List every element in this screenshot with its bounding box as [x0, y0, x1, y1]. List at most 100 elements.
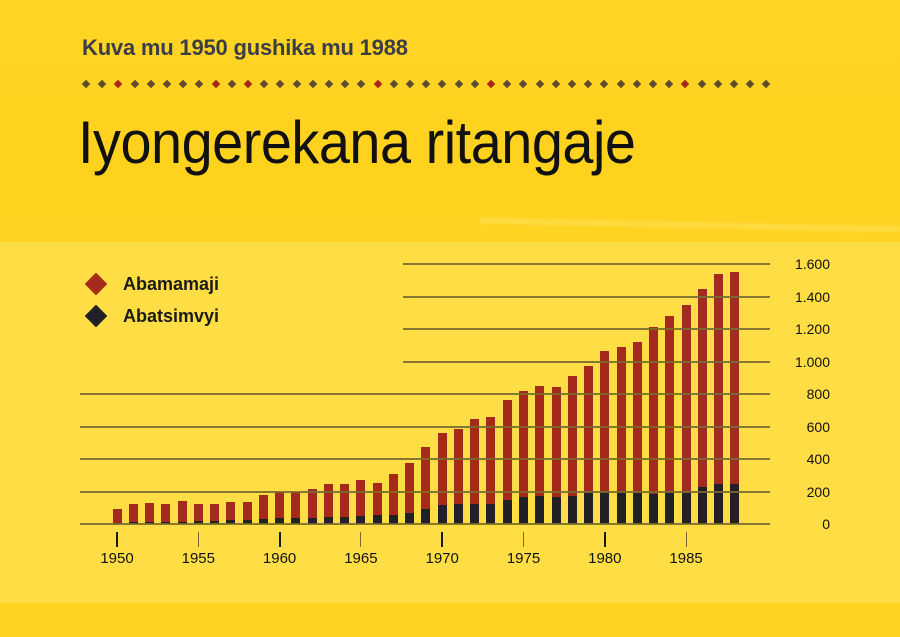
bar-segment-abamamaji	[177, 500, 187, 522]
bar-segment-abamamaji	[519, 390, 528, 497]
gridline-1200	[403, 328, 770, 331]
y-tick-label: 600	[806, 418, 830, 435]
bar-1968	[405, 463, 415, 524]
x-tick	[523, 532, 524, 547]
bar-segment-abamamaji	[697, 289, 707, 488]
bar-1966	[372, 482, 382, 524]
chart-title: Iyongerekana ritangaje	[78, 109, 636, 176]
bar-segment-abatsimvyi	[323, 517, 333, 524]
bar-1979	[584, 365, 594, 524]
bar-segment-abamamaji	[470, 419, 480, 504]
bar-segment-abamamaji	[714, 274, 724, 485]
bar-1972	[470, 419, 480, 524]
bar-1965	[356, 479, 366, 524]
y-tick-label: 0	[822, 516, 830, 532]
bar-segment-abatsimvyi	[307, 517, 317, 524]
bar-1952	[145, 502, 155, 524]
x-tick	[603, 532, 606, 547]
gridline-400	[80, 458, 770, 461]
bar-1958	[242, 502, 252, 524]
bar-segment-abatsimvyi	[421, 508, 431, 524]
bar-1963	[323, 484, 333, 524]
bar-segment-abamamaji	[275, 491, 285, 518]
x-tick	[685, 532, 687, 547]
x-tick-label: 1970	[425, 550, 459, 567]
bar-segment-abamamaji	[242, 502, 252, 520]
gridline-0	[80, 523, 770, 525]
bar-1957	[226, 502, 236, 524]
bar-1961	[291, 491, 301, 524]
bar-segment-abamamaji	[210, 503, 220, 521]
x-tick-label: 1950	[100, 550, 134, 567]
bar-1950	[112, 509, 122, 524]
bar-segment-abatsimvyi	[551, 496, 561, 524]
header-background	[0, 0, 900, 242]
bar-segment-abatsimvyi	[258, 519, 268, 524]
diamond-icon	[84, 304, 108, 328]
x-tick-label: 1955	[181, 550, 215, 567]
bar-segment-abatsimvyi	[730, 484, 740, 524]
bar-1962	[307, 488, 317, 524]
bar-1960	[275, 491, 285, 524]
x-tick-label: 1980	[588, 550, 622, 567]
bar-segment-abamamaji	[323, 484, 333, 518]
gridline-600	[80, 425, 770, 428]
bar-segment-abatsimvyi	[665, 491, 675, 524]
bar-segment-abamamaji	[112, 509, 122, 523]
bar-segment-abamamaji	[161, 503, 171, 523]
bar-segment-abamamaji	[258, 494, 268, 520]
bar-segment-abamamaji	[193, 503, 203, 521]
bar-segment-abatsimvyi	[470, 503, 480, 524]
bar-1983	[649, 327, 659, 524]
bar-segment-abatsimvyi	[177, 521, 187, 524]
bar-segment-abamamaji	[388, 474, 398, 515]
bar-segment-abatsimvyi	[616, 491, 626, 524]
bar-segment-abatsimvyi	[486, 503, 496, 524]
gridline-200	[80, 490, 770, 493]
bar-1975	[519, 390, 528, 524]
bar-segment-abamamaji	[421, 447, 431, 509]
bar-segment-abatsimvyi	[388, 514, 398, 524]
legend-label: Abatsimvyi	[123, 305, 220, 326]
y-tick-label: 1.200	[794, 321, 830, 338]
bar-segment-abamamaji	[453, 429, 463, 504]
diamond-icon	[84, 272, 108, 296]
bar-1951	[128, 503, 138, 524]
bar-segment-abamamaji	[616, 347, 626, 492]
bar-segment-abamamaji	[145, 502, 155, 522]
y-tick-label: 1.000	[794, 353, 830, 370]
bar-segment-abatsimvyi	[291, 517, 301, 524]
bar-segment-abamamaji	[340, 484, 350, 517]
gridline-1600	[403, 263, 770, 266]
x-tick	[441, 532, 444, 547]
bar-1967	[388, 474, 398, 524]
bar-segment-abamamaji	[405, 463, 415, 513]
bar-segment-abatsimvyi	[437, 505, 447, 524]
x-tick	[197, 532, 199, 547]
bar-1969	[421, 447, 431, 524]
bar-segment-abatsimvyi	[275, 517, 285, 524]
y-tick-label: 800	[806, 386, 830, 403]
bar-segment-abamamaji	[502, 400, 512, 501]
bar-segment-abamamaji	[567, 375, 577, 496]
bar-1987	[714, 274, 724, 524]
bar-segment-abatsimvyi	[649, 493, 659, 524]
bar-segment-abamamaji	[681, 305, 691, 492]
bar-segment-abatsimvyi	[405, 512, 415, 524]
bar-segment-abamamaji	[356, 479, 366, 517]
bar-segment-abamamaji	[551, 386, 561, 497]
bar-segment-abamamaji	[649, 327, 659, 494]
bar-1986	[697, 289, 707, 524]
bar-1985	[681, 305, 691, 524]
bar-1956	[210, 503, 220, 524]
gridline-1400	[403, 295, 770, 298]
bar-1974	[502, 400, 512, 524]
y-tick-label: 400	[806, 451, 830, 468]
bar-segment-abatsimvyi	[632, 493, 642, 524]
bar-segment-abatsimvyi	[535, 496, 545, 524]
bar-1954	[177, 500, 187, 524]
bar-segment-abamamaji	[307, 488, 317, 518]
bar-segment-abatsimvyi	[340, 516, 350, 524]
y-tick-label: 1.600	[794, 256, 830, 273]
